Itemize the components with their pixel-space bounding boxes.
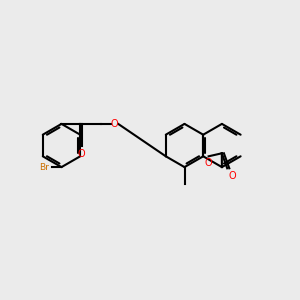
Text: Br: Br [40, 163, 50, 172]
Text: O: O [111, 119, 119, 129]
Text: O: O [229, 171, 236, 181]
Text: O: O [205, 158, 212, 168]
Text: O: O [77, 149, 85, 159]
